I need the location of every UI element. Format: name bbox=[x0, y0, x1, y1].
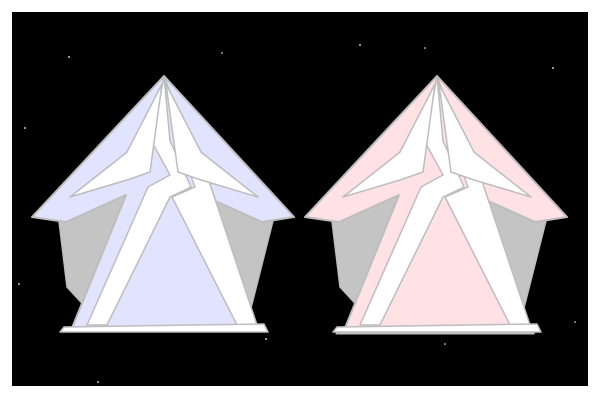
star bbox=[574, 321, 576, 323]
ship-blue[interactable] bbox=[31, 75, 295, 333]
ship-left-wing-stripe bbox=[69, 83, 163, 198]
star bbox=[68, 56, 70, 58]
star bbox=[221, 52, 223, 54]
ship-red[interactable] bbox=[304, 75, 568, 335]
ship-tail-bar bbox=[59, 323, 269, 333]
ship-left-wing-stripe bbox=[342, 83, 436, 198]
star bbox=[444, 343, 446, 345]
ship-tail-bar bbox=[332, 323, 542, 333]
space-scene bbox=[12, 12, 588, 386]
star bbox=[265, 338, 267, 340]
star bbox=[18, 283, 20, 285]
star bbox=[552, 67, 554, 69]
ship-right-wing-stripe bbox=[165, 83, 259, 198]
star bbox=[359, 44, 361, 46]
ship-right-wing-stripe bbox=[438, 83, 532, 198]
star bbox=[97, 381, 99, 383]
starfield bbox=[18, 44, 576, 383]
star bbox=[424, 47, 426, 49]
star bbox=[24, 127, 26, 129]
game-viewport[interactable] bbox=[12, 12, 588, 386]
